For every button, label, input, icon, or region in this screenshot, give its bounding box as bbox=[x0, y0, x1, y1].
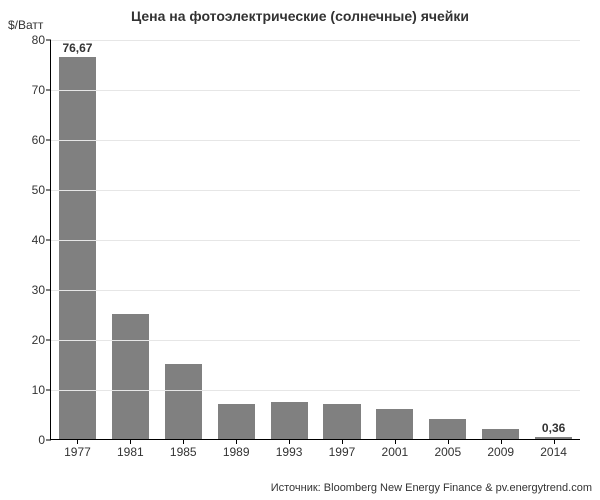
x-tick-mark bbox=[289, 439, 290, 444]
gridline bbox=[51, 190, 580, 191]
plot-area: 76,6719771981198519891993199720012005200… bbox=[50, 40, 580, 440]
x-tick-label: 2014 bbox=[540, 445, 567, 459]
y-tick-mark bbox=[46, 240, 51, 241]
x-tick-label: 2009 bbox=[487, 445, 514, 459]
y-tick-label: 80 bbox=[32, 33, 45, 47]
y-tick-label: 30 bbox=[32, 283, 45, 297]
x-tick-mark bbox=[448, 439, 449, 444]
y-tick-label: 60 bbox=[32, 133, 45, 147]
bar bbox=[376, 409, 413, 439]
x-tick-mark bbox=[554, 439, 555, 444]
bar: 76,67 bbox=[59, 57, 96, 439]
chart-title: Цена на фотоэлектрические (солнечные) яч… bbox=[0, 8, 600, 24]
bar bbox=[165, 364, 202, 439]
x-tick-mark bbox=[77, 439, 78, 444]
x-tick-label: 2005 bbox=[434, 445, 461, 459]
x-tick-mark bbox=[501, 439, 502, 444]
x-tick-label: 1989 bbox=[223, 445, 250, 459]
x-tick-mark bbox=[395, 439, 396, 444]
y-tick-mark bbox=[46, 390, 51, 391]
y-tick-mark bbox=[46, 40, 51, 41]
x-tick-label: 1985 bbox=[170, 445, 197, 459]
bar bbox=[112, 314, 149, 439]
x-tick-label: 1997 bbox=[329, 445, 356, 459]
gridline bbox=[51, 140, 580, 141]
y-tick-mark bbox=[46, 290, 51, 291]
x-tick-mark bbox=[236, 439, 237, 444]
gridline bbox=[51, 390, 580, 391]
y-axis-label: $/Ватт bbox=[8, 18, 43, 32]
gridline bbox=[51, 90, 580, 91]
bar bbox=[218, 404, 255, 439]
y-tick-label: 50 bbox=[32, 183, 45, 197]
bar-value-label: 0,36 bbox=[542, 421, 565, 435]
y-tick-label: 40 bbox=[32, 233, 45, 247]
gridline bbox=[51, 40, 580, 41]
y-tick-label: 0 bbox=[38, 433, 45, 447]
y-tick-mark bbox=[46, 440, 51, 441]
y-tick-label: 20 bbox=[32, 333, 45, 347]
solar-price-chart: Цена на фотоэлектрические (солнечные) яч… bbox=[0, 0, 600, 500]
y-tick-mark bbox=[46, 140, 51, 141]
x-tick-mark bbox=[342, 439, 343, 444]
y-tick-mark bbox=[46, 90, 51, 91]
y-tick-mark bbox=[46, 190, 51, 191]
x-tick-label: 2001 bbox=[382, 445, 409, 459]
y-tick-mark bbox=[46, 340, 51, 341]
y-tick-label: 10 bbox=[32, 383, 45, 397]
x-tick-mark bbox=[130, 439, 131, 444]
x-tick-label: 1977 bbox=[64, 445, 91, 459]
x-tick-label: 1981 bbox=[117, 445, 144, 459]
source-attribution: Источник: Bloomberg New Energy Finance &… bbox=[271, 482, 592, 494]
y-tick-label: 70 bbox=[32, 83, 45, 97]
bar bbox=[482, 429, 519, 439]
gridline bbox=[51, 240, 580, 241]
x-tick-label: 1993 bbox=[276, 445, 303, 459]
x-tick-mark bbox=[183, 439, 184, 444]
bar-value-label: 76,67 bbox=[62, 41, 92, 55]
bar bbox=[271, 402, 308, 439]
bar bbox=[429, 419, 466, 439]
gridline bbox=[51, 290, 580, 291]
bar bbox=[323, 404, 360, 439]
gridline bbox=[51, 340, 580, 341]
